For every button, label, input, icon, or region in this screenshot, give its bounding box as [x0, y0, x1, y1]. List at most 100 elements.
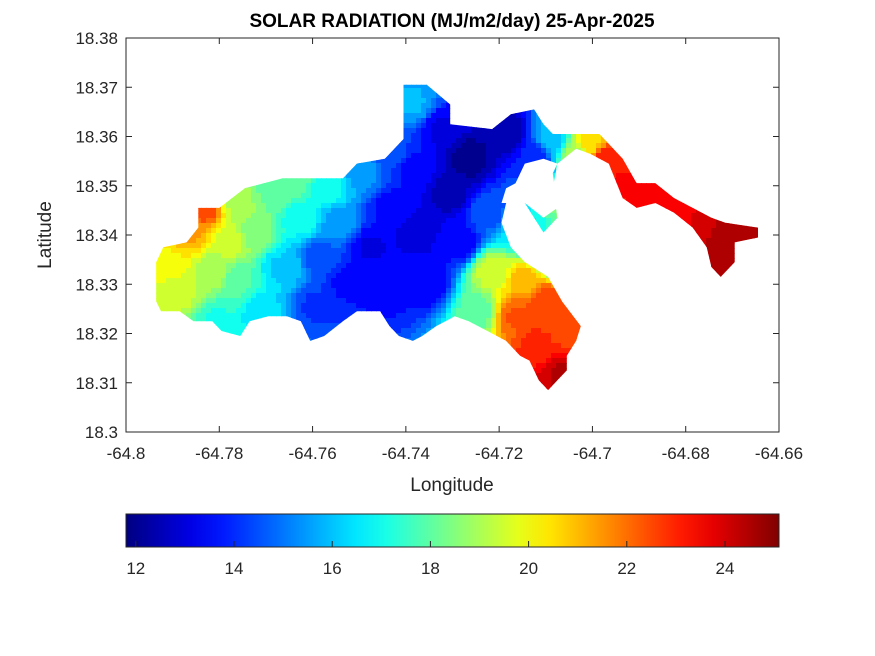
radiation-cell	[396, 178, 402, 184]
radiation-cell	[646, 198, 652, 204]
radiation-cell	[661, 188, 667, 194]
radiation-cell	[331, 203, 337, 209]
radiation-cell	[416, 123, 422, 129]
radiation-cell	[361, 198, 367, 204]
radiation-cell	[461, 158, 467, 164]
radiation-cell	[661, 198, 667, 204]
radiation-cell	[436, 108, 442, 114]
radiation-cell	[346, 183, 352, 189]
radiation-cell	[546, 213, 552, 219]
radiation-cell	[441, 173, 447, 179]
radiation-cell	[206, 208, 212, 214]
radiation-cell	[411, 133, 417, 139]
radiation-cell	[666, 193, 672, 199]
radiation-cell	[401, 168, 407, 174]
radiation-cell	[291, 183, 297, 189]
radiation-cell	[261, 198, 267, 204]
radiation-cell	[411, 173, 417, 179]
radiation-cell	[401, 98, 407, 104]
radiation-cell	[406, 193, 412, 199]
radiation-cell	[546, 128, 552, 134]
radiation-cell	[426, 143, 432, 149]
radiation-cell	[511, 138, 517, 144]
radiation-cell	[366, 163, 372, 169]
radiation-cell	[486, 148, 492, 154]
radiation-cell	[441, 188, 447, 194]
radiation-cell	[491, 183, 497, 189]
radiation-cell	[536, 153, 542, 159]
radiation-cell	[381, 193, 387, 199]
radiation-cell	[286, 208, 292, 214]
radiation-cell	[466, 143, 472, 149]
radiation-cell	[331, 198, 337, 204]
radiation-cell	[466, 128, 472, 134]
radiation-cell	[471, 163, 477, 169]
radiation-cell	[261, 193, 267, 199]
radiation-cell	[506, 173, 512, 179]
radiation-cell	[381, 158, 387, 164]
radiation-cell	[411, 158, 417, 164]
radiation-cell	[411, 88, 417, 94]
radiation-cell	[356, 163, 362, 169]
radiation-cell	[461, 203, 467, 209]
radiation-cell	[501, 188, 507, 194]
radiation-cell	[401, 183, 407, 189]
radiation-cell	[451, 183, 457, 189]
radiation-cell	[431, 203, 437, 209]
radiation-cell	[436, 213, 442, 219]
radiation-cell	[246, 223, 252, 229]
radiation-cell	[381, 173, 387, 179]
radiation-cell	[386, 173, 392, 179]
radiation-cell	[361, 213, 367, 219]
radiation-cell	[446, 168, 452, 174]
radiation-cell	[476, 188, 482, 194]
radiation-cell	[406, 213, 412, 219]
radiation-cell	[401, 218, 407, 224]
radiation-cell	[471, 218, 477, 224]
radiation-cell	[281, 183, 287, 189]
radiation-cell	[611, 163, 617, 169]
radiation-cell	[406, 168, 412, 174]
radiation-cell	[436, 128, 442, 134]
radiation-cell	[446, 203, 452, 209]
radiation-cell	[266, 188, 272, 194]
radiation-cell	[736, 223, 742, 229]
radiation-cell	[491, 163, 497, 169]
radiation-cell	[476, 158, 482, 164]
radiation-cell	[431, 223, 437, 229]
radiation-cell	[311, 183, 317, 189]
radiation-cell	[431, 193, 437, 199]
radiation-cell	[426, 84, 432, 89]
radiation-cell	[271, 193, 277, 199]
radiation-cell	[561, 143, 567, 149]
radiation-cell	[471, 178, 477, 184]
radiation-cell	[446, 163, 452, 169]
radiation-cell	[476, 143, 482, 149]
radiation-cell	[271, 223, 277, 229]
radiation-cell	[421, 208, 427, 214]
radiation-cell	[626, 198, 632, 204]
radiation-cell	[731, 223, 737, 229]
radiation-cell	[516, 163, 522, 169]
radiation-cell	[486, 208, 492, 214]
radiation-cell	[356, 168, 362, 174]
radiation-cell	[421, 173, 427, 179]
radiation-cell	[386, 208, 392, 214]
radiation-cell	[496, 173, 502, 179]
radiation-cell	[496, 128, 502, 134]
radiation-cell	[541, 148, 547, 154]
radiation-cell	[426, 128, 432, 134]
radiation-cell	[501, 163, 507, 169]
radiation-cell	[451, 198, 457, 204]
radiation-cell	[661, 203, 667, 209]
radiation-cell	[421, 148, 427, 154]
radiation-cell	[251, 213, 257, 219]
radiation-cell	[336, 198, 342, 204]
radiation-cell	[311, 178, 317, 184]
radiation-cell	[471, 148, 477, 154]
radiation-cell	[416, 163, 422, 169]
radiation-cell	[511, 178, 517, 184]
radiation-cell	[481, 128, 487, 134]
radiation-cell	[486, 128, 492, 134]
radiation-cell	[616, 173, 622, 179]
